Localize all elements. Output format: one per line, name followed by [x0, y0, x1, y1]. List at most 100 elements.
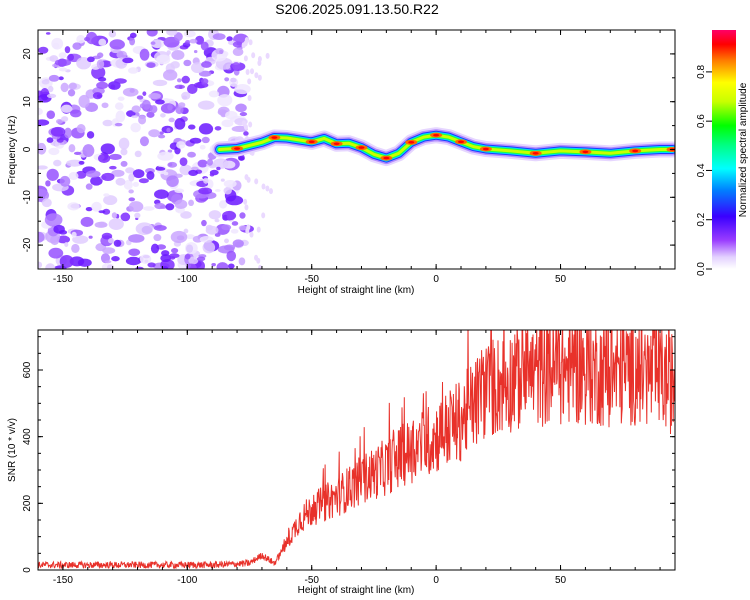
- spectrogram-noise-cell: [257, 55, 262, 62]
- spectrogram-noise-cell: [68, 82, 78, 90]
- spectrogram-noise-cell: [41, 198, 52, 208]
- spectrogram-noise-cell: [139, 48, 150, 61]
- spectrogram-noise-cell: [138, 178, 149, 184]
- spectrogram-noise-cell: [61, 116, 69, 122]
- spectrogram-noise-cell: [72, 42, 82, 50]
- spectrogram-noise-cell: [201, 219, 207, 227]
- spectrogram-noise-cell: [150, 39, 165, 49]
- spectrogram-noise-cell: [48, 247, 64, 259]
- spectrogram-noise-cell: [225, 110, 238, 120]
- spectrogram-noise-cell: [188, 256, 199, 265]
- spectrogram-noise-cell: [160, 113, 166, 118]
- spectrogram-noise-cell: [238, 257, 246, 266]
- spectrogram-noise-cell: [171, 50, 185, 61]
- spectrogram-noise-cell: [161, 266, 169, 269]
- snr-line: [38, 330, 675, 570]
- spectrogram-noise-cell: [64, 46, 71, 54]
- spectrogram-noise-cell: [58, 76, 64, 81]
- spectrogram-noise-cell: [114, 102, 124, 110]
- spectrogram-y-tick-label: 0: [22, 146, 33, 152]
- snr-x-tick-label: -150: [53, 575, 73, 586]
- spectrogram-noise-cell: [201, 136, 210, 144]
- spectrogram-noise-cell: [153, 234, 162, 242]
- snr-x-axis: -150 -100 -50 0 50: [37, 330, 661, 586]
- spectrogram-noise-cell: [155, 99, 165, 105]
- spectrogram-noise-cell: [189, 38, 198, 44]
- spectrogram-noise-cell: [234, 84, 251, 95]
- spectrogram-noise-cell: [174, 188, 185, 194]
- spectrogram-noise-cell: [230, 228, 239, 234]
- spectrogram-noise-cell: [108, 218, 124, 231]
- spectrogram-noise-cell: [231, 125, 248, 132]
- spectrogram-noise-cell: [63, 127, 72, 139]
- spectrogram-noise-cell: [243, 131, 249, 136]
- snr-x-tick-label: -50: [304, 575, 319, 586]
- spectrogram-noise-cell: [160, 254, 172, 263]
- spectrogram-noise-cell: [38, 119, 50, 126]
- spectrogram-heatmap: [38, 30, 675, 269]
- spectrogram-noise-cell: [216, 262, 229, 269]
- spectrogram-noise-cell: [50, 126, 66, 137]
- spectrogram-noise-cell: [244, 204, 249, 211]
- colorbar-ticks: 0.0 0.2 0.4 0.6 0.8: [696, 64, 712, 276]
- spectrogram-noise-cell: [146, 62, 156, 69]
- spectrogram-noise-cell: [208, 210, 222, 220]
- spectrogram-noise-cell: [150, 41, 156, 45]
- spectrogram-noise-cell: [217, 94, 233, 107]
- spectrogram-signal-band: [218, 133, 674, 160]
- colorbar-gradient: [712, 30, 736, 269]
- spectrogram-noise-cell: [146, 30, 158, 37]
- spectrogram-noise-cell: [91, 201, 102, 212]
- spectrogram-noise-cell: [48, 74, 60, 82]
- spectrogram-noise-cell: [241, 42, 246, 49]
- spectrogram-noise-cell: [46, 93, 57, 99]
- snr-x-tick-label: 50: [555, 575, 567, 586]
- spectrogram-noise-cell: [214, 218, 220, 223]
- spectrogram-noise-cell: [174, 199, 188, 209]
- spectrogram-noise-cell: [238, 225, 247, 231]
- spectrogram-noise-cell: [38, 142, 47, 155]
- spectrogram-noise-cell: [149, 105, 158, 114]
- spectrogram-noise-cell: [155, 166, 166, 171]
- spectrogram-noise-cell: [261, 183, 266, 190]
- spectrogram-noise-cell: [247, 78, 252, 85]
- spectrogram-noise-cell: [131, 105, 141, 113]
- spectrogram-noise-cell: [178, 102, 186, 108]
- spectrogram-noise-cell: [238, 156, 245, 161]
- colorbar-tick-label: 0.2: [696, 212, 707, 226]
- spectrogram-noise-cell: [165, 203, 175, 211]
- spectrogram-noise-cell: [211, 262, 216, 267]
- spectrogram-noise-cell: [139, 136, 149, 147]
- spectrogram-noise-cell: [148, 129, 161, 138]
- spectrogram-noise-cell: [239, 112, 248, 117]
- snr-y-tick-label: 400: [22, 428, 33, 445]
- spectrogram-noise-cell: [58, 52, 67, 59]
- spectrogram-noise-cell: [222, 210, 237, 221]
- spectrogram-noise-cell: [122, 57, 134, 64]
- spectrogram-noise-cell: [197, 100, 215, 110]
- spectrogram-noise-cell: [134, 150, 142, 158]
- spectrogram-noise-cell: [235, 103, 247, 113]
- spectrogram-noise-cell: [223, 187, 232, 195]
- spectrogram-noise-cell: [174, 117, 186, 130]
- spectrogram-noise-cell: [229, 77, 239, 88]
- spectrogram-noise-cell: [101, 232, 113, 240]
- spectrogram-noise-cell: [169, 256, 176, 260]
- spectrogram-noise-cell: [232, 41, 244, 48]
- spectrogram-noise-cell: [168, 117, 175, 123]
- spectrogram-noise-cell: [103, 193, 110, 197]
- spectrogram-noise-cell: [45, 32, 51, 35]
- spectrogram-peak-core: [383, 156, 390, 160]
- spectrogram-noise-cell: [244, 174, 249, 181]
- spectrogram-noise-cell: [191, 166, 199, 171]
- spectrogram-noise-cell: [46, 137, 54, 143]
- spectrogram-noise-cell: [123, 179, 133, 190]
- spectrogram-noise-cell: [199, 144, 206, 150]
- spectrogram-noise-cell: [142, 91, 147, 96]
- spectrogram-noise-cell: [116, 50, 128, 59]
- spectrogram-noise-cell: [181, 91, 191, 100]
- spectrogram-noise-cell: [125, 167, 135, 174]
- spectrogram-noise-cell: [120, 160, 128, 167]
- spectrogram-noise-cell: [67, 53, 74, 61]
- spectrogram-noise-cell: [243, 55, 248, 62]
